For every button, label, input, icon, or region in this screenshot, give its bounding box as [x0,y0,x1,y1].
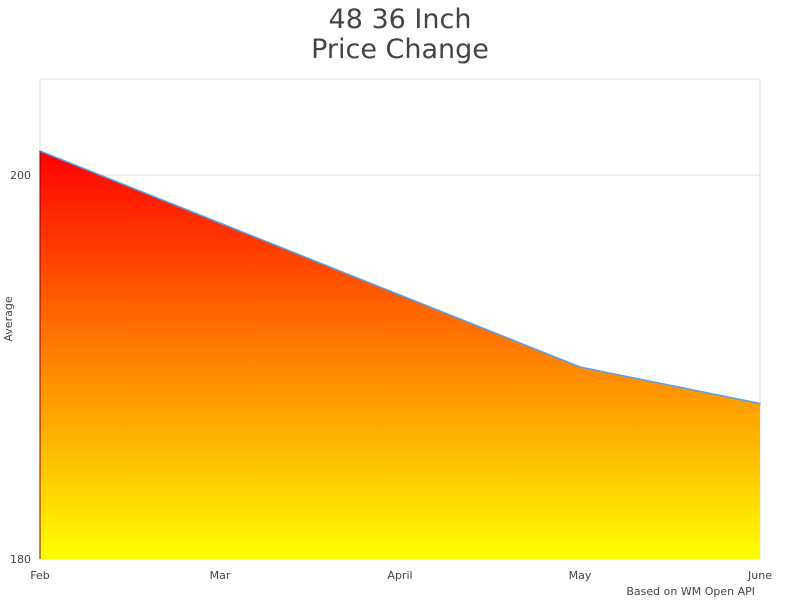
chart-title-line-1: 48 36 Inch [329,4,472,35]
x-tick-label: Feb [30,569,49,582]
y-tick-label: 200 [10,169,31,182]
area-fill [40,151,760,559]
data-point [759,402,761,405]
y-tick-label: 180 [10,553,31,566]
data-point [219,222,221,224]
data-point [579,366,581,368]
data-point [399,294,401,296]
x-tick-label: April [387,569,412,582]
chart-title-line-2: Price Change [311,34,489,65]
credit-text: Based on WM Open API [626,585,755,598]
x-tick-label: May [569,569,592,582]
y-axis-label: Average [2,296,15,341]
x-tick-label: Mar [210,569,231,582]
x-tick-label: June [747,569,772,582]
